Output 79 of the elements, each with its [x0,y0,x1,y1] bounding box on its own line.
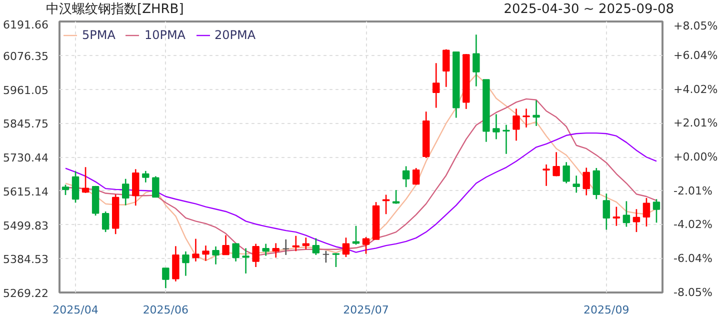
y-tick-label: 5845.75 [3,118,49,131]
candlestick [222,234,230,256]
y-tick-label: 5384.53 [3,253,49,266]
candlestick [512,108,520,142]
candlestick [432,62,440,108]
candlestick [612,206,620,227]
y2-tick-label: +0.00% [674,150,718,164]
candlestick [312,238,320,256]
candlestick [102,210,110,233]
candlestick [202,244,210,262]
candlestick [632,208,640,233]
legend-label: 5PMA [82,28,116,42]
candlestick [412,167,420,186]
candlestick [522,108,530,128]
candlestick [282,238,290,256]
candlestick [382,194,390,215]
candlestick [242,248,250,274]
candlestick [442,48,450,88]
candlestick [532,100,540,127]
candlestick [472,34,480,87]
candlestick [502,124,510,155]
y2-tick-label: +4.02% [674,82,718,96]
y2-tick-label: +2.01% [674,116,718,130]
y-tick-label: 5499.83 [3,219,49,232]
x-tick-label: 2025/06 [142,304,189,316]
candlestick [262,243,270,256]
y2-tick-label: -6.04% [674,252,712,266]
candlestick [252,243,260,268]
y-tick-label: 6191.66 [3,18,49,32]
candlestick [132,168,140,206]
candlestick [142,170,150,184]
candlestick [602,192,610,230]
y-tick-label: 5730.44 [3,152,49,164]
candlestick [82,166,90,194]
y2-tick-label: -8.05% [674,286,712,299]
candlestick [492,114,500,140]
candlestick [362,236,370,254]
y2-tick-label: -4.02% [674,218,712,232]
candlestick [542,164,550,187]
candlestick [402,166,410,188]
candlestick [552,151,560,177]
y-tick-label: 5269.22 [3,287,49,300]
candlestick [652,198,660,224]
candlestick [582,167,590,196]
candlestick [272,242,280,258]
y-tick-label: 5961.05 [3,84,49,97]
candlestick [212,246,220,266]
y2-tick-label: -2.01% [674,184,712,198]
legend-label: 10PMA [144,28,186,42]
candlestick [352,225,360,246]
candlestick [592,167,600,200]
x-tick-label: 2025/07 [343,304,389,316]
y2-tick-label: +8.05% [674,20,718,32]
candlestick [192,238,200,262]
candlestick [182,250,190,276]
candlestick [72,170,80,204]
candlestick [642,197,650,228]
candlestick [152,176,160,198]
y2-tick-label: +6.04% [674,48,718,62]
candlestick [342,236,350,258]
chart-title: 中汉螺纹钢指数[ZHRB] [46,1,184,19]
y-tick-label: 5615.14 [3,185,49,198]
candlestick [322,250,330,264]
candlestick [122,178,130,206]
candlestick [172,245,180,282]
candlestick [562,161,570,184]
x-tick-label: 2025/04 [52,304,98,316]
legend-label: 20PMA [214,28,256,42]
candlestick [332,252,340,268]
chart-subtitle: 2025-04-30 ~ 2025-09-08 [504,1,674,19]
candlestick [622,200,630,228]
candlestick [572,174,580,194]
candlestick [302,236,310,250]
x-tick-label: 2025/09 [584,304,630,316]
candlestick [62,184,70,196]
candlestick [232,242,240,262]
candlestick [392,189,400,204]
candlestick [162,268,170,289]
y-tick-label: 6076.35 [3,50,49,63]
